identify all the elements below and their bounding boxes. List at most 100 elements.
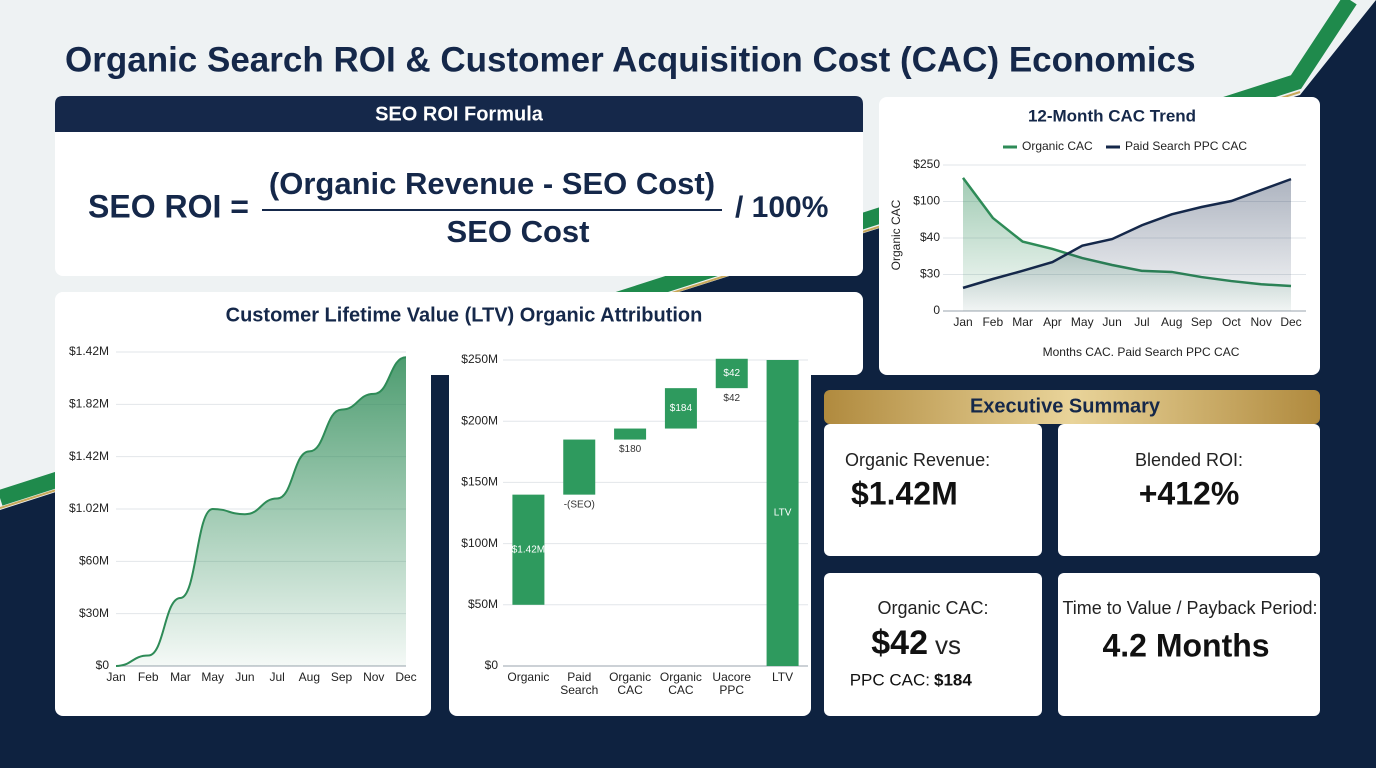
- x-tick-label: Jan: [953, 315, 972, 329]
- waterfall-bar: [664, 388, 697, 429]
- x-tick-label: Sep: [331, 670, 353, 684]
- formula-numerator: (Organic Revenue - SEO Cost): [269, 166, 715, 201]
- y-tick-label: $1.42M: [69, 449, 109, 463]
- x-tick-label: Jan: [106, 670, 125, 684]
- x-tick-label: May: [1071, 315, 1094, 329]
- y-tick-label: 0: [933, 303, 940, 317]
- y-tick-label: $0: [96, 658, 110, 672]
- waterfall-bar: [715, 358, 748, 389]
- area-fill: [963, 179, 1291, 311]
- chart-title: Customer Lifetime Value (LTV) Organic At…: [226, 304, 703, 326]
- y-tick-label: $50M: [468, 597, 498, 611]
- y-tick-label: $100: [913, 194, 940, 208]
- kpi-value: +412%: [1139, 475, 1240, 511]
- page-title: Organic Search ROI & Customer Acquisitio…: [65, 40, 1196, 79]
- waterfall-card: [449, 340, 811, 716]
- x-tick-label: Jun: [235, 670, 254, 684]
- summary-title: Executive Summary: [970, 395, 1161, 417]
- x-tick-label: Organic: [609, 670, 651, 684]
- value-label: $1.42M: [512, 544, 545, 555]
- waterfall-bar: [766, 360, 799, 666]
- y-tick-label: $60M: [79, 554, 109, 568]
- x-tick-label: LTV: [772, 670, 793, 684]
- y-axis-label: Organic CAC: [889, 199, 903, 270]
- kpi-value: $1.42M: [851, 475, 958, 511]
- formula-card: [55, 96, 863, 276]
- x-tick-label: Organic: [660, 670, 702, 684]
- kpi-value: 4.2 Months: [1102, 627, 1269, 663]
- chart-title: 12-Month CAC Trend: [1028, 106, 1196, 125]
- y-tick-label: $40: [920, 230, 940, 244]
- x-tick-label: Feb: [982, 315, 1003, 329]
- value-label: -(SEO): [564, 499, 595, 510]
- x-tick-label: Nov: [363, 670, 384, 684]
- x-tick-label: Apr: [1043, 315, 1062, 329]
- x-tick-label: May: [201, 670, 224, 684]
- y-tick-label: $150M: [461, 475, 498, 489]
- kpi-note-value: $184: [934, 670, 972, 689]
- x-tick-label: Sep: [1191, 315, 1213, 329]
- y-tick-label: $1.82M: [69, 397, 109, 411]
- x-tick-label: Jul: [269, 670, 284, 684]
- x-tick-label: Paid: [567, 670, 591, 684]
- kpi-value: $42: [871, 624, 928, 662]
- x-tick-label: Jun: [1102, 315, 1121, 329]
- value-label: $184: [670, 403, 693, 414]
- formula-title: SEO ROI Formula: [375, 103, 544, 125]
- x-tick-label: CAC: [617, 683, 643, 697]
- summary-card: [824, 573, 1042, 716]
- x-tick-label: Mar: [1012, 315, 1033, 329]
- x-axis-label: Months CAC. Paid Search PPC CAC: [1043, 345, 1240, 359]
- legend-label: Paid Search PPC CAC: [1125, 139, 1247, 153]
- kpi-note-label: PPC CAC:: [850, 670, 930, 689]
- legend-label: Organic CAC: [1022, 139, 1093, 153]
- waterfall-bar: [614, 428, 647, 440]
- formula-header: [55, 96, 863, 132]
- value-label: $42: [723, 368, 740, 379]
- x-tick-label: Search: [560, 683, 598, 697]
- kpi-label: Organic CAC:: [877, 598, 988, 618]
- x-tick-label: Feb: [138, 670, 159, 684]
- x-tick-label: PPC: [719, 683, 744, 697]
- y-tick-label: $30M: [79, 606, 109, 620]
- kpi-label: Organic Revenue:: [845, 450, 990, 470]
- y-tick-label: $250: [913, 157, 940, 171]
- y-tick-label: $30: [920, 267, 940, 281]
- y-tick-label: $1.02M: [69, 501, 109, 515]
- x-tick-label: Mar: [170, 670, 191, 684]
- kpi-label: Time to Value / Payback Period:: [1062, 598, 1317, 618]
- summary-header: [824, 390, 1320, 424]
- kpi-comparison: vs: [935, 630, 961, 660]
- x-tick-label: Aug: [299, 670, 320, 684]
- formula-denominator: SEO Cost: [447, 214, 590, 249]
- x-tick-label: Nov: [1251, 315, 1272, 329]
- line: [962, 177, 1292, 290]
- x-tick-label: Organic: [507, 670, 549, 684]
- value-label: $180: [619, 444, 642, 455]
- formula-suffix: / 100%: [735, 191, 828, 224]
- x-tick-label: Uacore: [712, 670, 751, 684]
- summary-card: [1058, 573, 1320, 716]
- x-tick-label: Oct: [1222, 315, 1241, 329]
- waterfall-bar: [512, 494, 545, 605]
- value-label: LTV: [774, 508, 792, 519]
- waterfall-bar: [563, 439, 596, 495]
- x-tick-label: CAC: [668, 683, 694, 697]
- y-tick-label: $100M: [461, 536, 498, 550]
- annotation: $42: [723, 393, 740, 404]
- summary-card: [1058, 424, 1320, 556]
- x-tick-label: Aug: [1161, 315, 1182, 329]
- x-tick-label: Jul: [1134, 315, 1149, 329]
- summary-card: [824, 424, 1042, 556]
- kpi-label: Blended ROI:: [1135, 450, 1243, 470]
- x-tick-label: Dec: [395, 670, 416, 684]
- y-tick-label: $200M: [461, 413, 498, 427]
- area-line: [115, 356, 407, 667]
- y-tick-label: $0: [485, 658, 499, 672]
- y-tick-label: $250M: [461, 352, 498, 366]
- y-tick-label: $1.42M: [69, 344, 109, 358]
- x-tick-label: Dec: [1280, 315, 1301, 329]
- formula-lhs: SEO ROI =: [88, 188, 249, 224]
